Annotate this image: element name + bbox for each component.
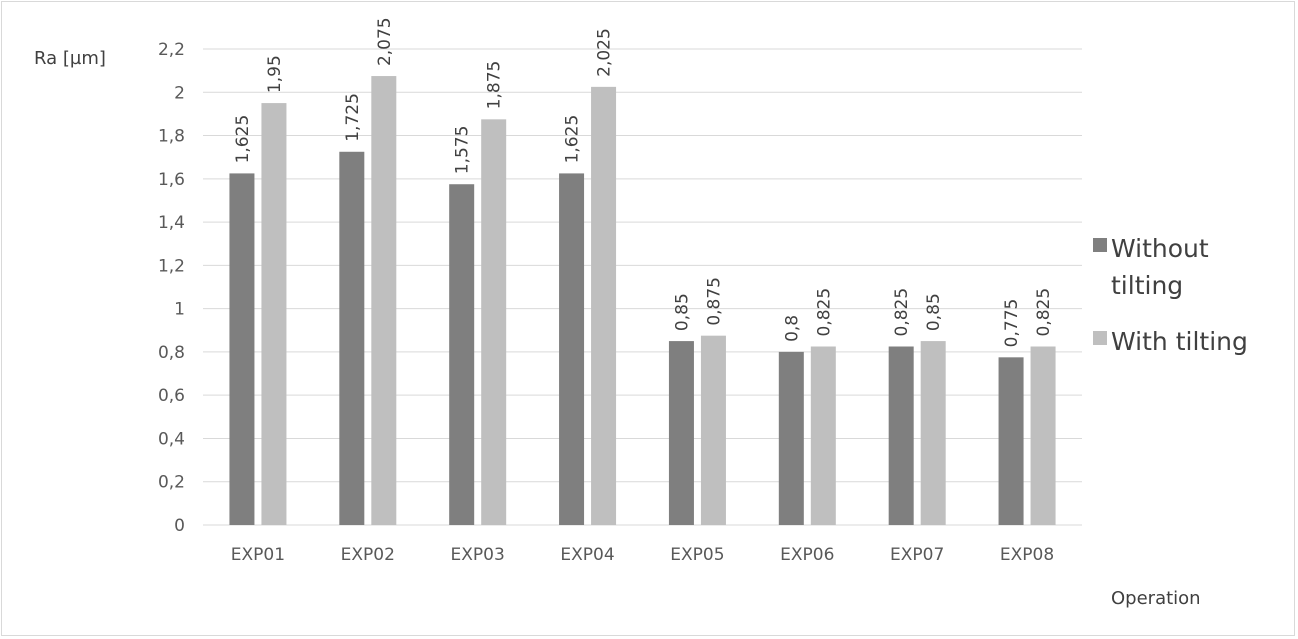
gridlines	[203, 48, 1082, 526]
y-tick-label: 1	[174, 300, 185, 320]
x-tick-label: EXP04	[560, 545, 614, 565]
data-label: 1,725	[343, 93, 363, 142]
bar	[668, 341, 694, 525]
y-tick-label: 1,4	[158, 213, 185, 233]
bars	[229, 76, 1056, 526]
y-tick-label: 2	[174, 83, 185, 103]
data-label: 0,825	[814, 288, 834, 337]
data-label: 1,625	[563, 115, 583, 164]
y-axis-title: Ra [µm]	[34, 48, 106, 69]
x-tick-label: EXP03	[451, 545, 505, 565]
data-label: 0,875	[704, 277, 724, 326]
y-tick-label: 0,8	[158, 343, 185, 363]
x-tick-label: EXP01	[231, 545, 285, 565]
x-tick-label: EXP08	[1000, 545, 1054, 565]
bar	[481, 119, 507, 526]
data-label: 2,075	[375, 17, 395, 66]
legend: Without tilting With tilting	[1093, 234, 1248, 356]
y-tick-label: 1,8	[158, 127, 185, 147]
data-label: 0,775	[1002, 299, 1022, 348]
bar	[339, 151, 365, 526]
y-tick-label: 2,2	[158, 40, 185, 60]
bar	[591, 86, 617, 525]
data-label: 0,8	[782, 315, 802, 342]
data-label: 0,825	[892, 288, 912, 337]
x-tick-label: EXP07	[890, 545, 944, 565]
legend-marker	[1093, 238, 1107, 252]
y-axis-ticks: 0 0,2 0,4 0,6 0,8 1 1,2 1,4 1,6 1,8 2 2,2	[158, 40, 185, 536]
x-axis-title: Operation	[1111, 588, 1201, 609]
bar	[371, 76, 397, 525]
y-tick-label: 1,6	[158, 170, 185, 190]
y-tick-label: 0,4	[158, 429, 185, 449]
legend-marker	[1093, 331, 1107, 345]
bar	[229, 173, 255, 525]
data-labels: 1,625 1,95 1,725 2,075 1,575 1,875 1,625 2,025 0…	[233, 17, 1054, 347]
x-tick-label: EXP02	[341, 545, 395, 565]
y-tick-label: 0,6	[158, 386, 185, 406]
legend-label: With tilting	[1111, 327, 1248, 356]
bar	[810, 346, 836, 525]
data-label: 0,85	[924, 293, 944, 331]
x-tick-label: EXP06	[780, 545, 834, 565]
data-label: 0,85	[672, 293, 692, 331]
bar	[449, 184, 475, 525]
y-tick-label: 0	[174, 516, 185, 536]
bar	[888, 346, 914, 525]
bar	[920, 341, 946, 525]
bar	[998, 357, 1024, 525]
data-label: 2,025	[595, 28, 615, 77]
data-label: 1,875	[485, 61, 505, 110]
data-label: 1,95	[265, 55, 285, 93]
bar	[261, 103, 287, 525]
y-tick-label: 0,2	[158, 473, 185, 493]
legend-label: Without tilting	[1111, 234, 1209, 300]
x-axis-ticks: EXP01 EXP02 EXP03 EXP04 EXP05 EXP06 EXP07 EXP08	[231, 545, 1054, 565]
data-label: 1,575	[453, 126, 473, 175]
bar	[700, 335, 726, 525]
data-label: 1,625	[233, 115, 253, 164]
bar	[559, 173, 585, 525]
x-tick-label: EXP05	[670, 545, 724, 565]
bar	[778, 351, 804, 525]
y-tick-label: 1,2	[158, 256, 185, 276]
bar	[1030, 346, 1056, 525]
data-label: 0,825	[1034, 288, 1054, 337]
